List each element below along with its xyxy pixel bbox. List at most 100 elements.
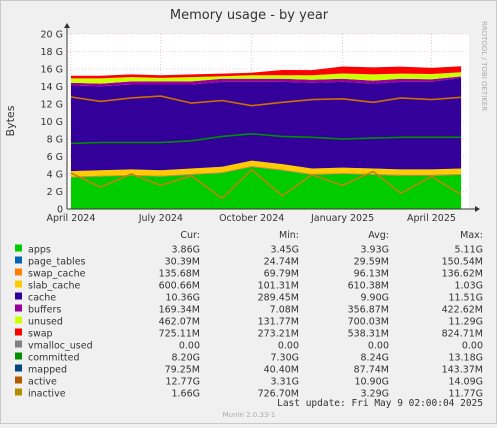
legend-header-cur: Cur: — [180, 230, 200, 241]
x-tick-label: April 2025 — [407, 213, 456, 224]
x-tick-labels: April 2024 July 2024 October 2024 January 2… — [46, 213, 455, 224]
y-axis-label: Bytes — [4, 105, 17, 136]
y-tick-labels: 0 2 G 4 G 6 G 8 G 10 G 12 G 14 G 16 G 18 G 20 G — [41, 30, 63, 216]
y-tick-label: 10 G — [41, 117, 63, 128]
y-axis-arrow — [64, 23, 70, 28]
area-swap — [71, 66, 462, 79]
legend-name: page_tables — [28, 257, 86, 268]
legend-row: apps 3.86G 3.45G 3.93G 5.11G — [15, 244, 483, 256]
y-tick-label: 18 G — [41, 47, 63, 58]
legend-avg: 10.90G — [354, 377, 389, 388]
x-tick-label: April 2024 — [46, 213, 95, 224]
y-tick-label: 14 G — [41, 82, 63, 93]
legend-swatch — [15, 256, 22, 264]
legend-swatch — [15, 388, 22, 396]
legend-cur: 30.39M — [165, 257, 200, 268]
x-tick-label: July 2024 — [138, 213, 183, 224]
legend-swatch — [15, 244, 22, 252]
stacked-areas — [71, 66, 462, 209]
legend-row: vmalloc_used 0.00 0.00 0.00 0.00 — [15, 340, 483, 352]
legend-row: committed 8.20G 7.30G 8.24G 13.18G — [15, 352, 483, 364]
legend-name: unused — [28, 317, 63, 328]
last-update: Last update: Fri May 9 02:00:04 2025 — [277, 398, 483, 409]
legend-max: 136.62M — [442, 269, 483, 280]
legend-min: 289.45M — [258, 293, 299, 304]
legend-row: inactive 1.66G 726.70M 3.29G 11.77G — [15, 388, 483, 400]
legend-swatch — [15, 340, 22, 348]
legend-avg: 87.74M — [354, 365, 389, 376]
legend-min: 7.08M — [270, 305, 299, 316]
legend-swatch — [15, 280, 22, 288]
legend-avg: 3.29G — [360, 389, 389, 400]
legend-name: apps — [28, 245, 51, 256]
area-unused — [71, 72, 462, 84]
legend-name: active — [28, 377, 57, 388]
legend-avg: 3.93G — [360, 245, 389, 256]
legend-swatch — [15, 304, 22, 312]
line-series — [70, 95, 462, 200]
legend-cur: 3.86G — [171, 245, 200, 256]
legend-max: 824.71M — [442, 329, 483, 340]
legend-name: swap_cache — [28, 269, 86, 280]
legend-row: page_tables 30.39M 24.74M 29.59M 150.54M — [15, 256, 483, 268]
y-tick-label: 0 — [57, 205, 63, 216]
legend-row: swap 725.11M 273.21M 538.31M 824.71M — [15, 328, 483, 340]
x-tick-label: October 2024 — [219, 213, 284, 224]
legend-swatch — [15, 352, 22, 360]
y-tick-label: 12 G — [41, 100, 63, 111]
legend-avg: 96.13M — [354, 269, 389, 280]
legend-name: mapped — [28, 365, 67, 376]
legend-min: 24.74M — [264, 257, 299, 268]
axes — [64, 23, 480, 212]
legend-cur: 0.00 — [179, 341, 200, 352]
legend-cur: 12.77G — [165, 377, 200, 388]
legend-name: committed — [28, 353, 80, 364]
legend-max: 143.37M — [442, 365, 483, 376]
legend-cur: 8.20G — [171, 353, 200, 364]
line-inactive — [70, 168, 462, 200]
area-swap-cache — [71, 165, 462, 178]
legend-row: slab_cache 600.66M 101.31M 610.38M 1.03G — [15, 280, 483, 292]
legend-max: 13.18G — [448, 353, 483, 364]
legend-swatch — [15, 268, 22, 276]
legend-header-min: Min: — [279, 230, 299, 241]
watermark: RRDTOOL / TOBI OETIKER — [480, 21, 488, 111]
legend-rows: apps 3.86G 3.45G 3.93G 5.11G page_tables 30.39… — [15, 244, 483, 400]
legend-avg: 29.59M — [354, 257, 389, 268]
legend-name: slab_cache — [28, 281, 80, 292]
y-tick-label: 6 G — [47, 152, 63, 163]
y-tick-label: 20 G — [41, 30, 63, 41]
legend-min: 7.30G — [270, 353, 299, 364]
legend-min: 40.40M — [264, 365, 299, 376]
legend-cur: 10.36G — [165, 293, 200, 304]
y-tick-label: 8 G — [47, 135, 63, 146]
area-slab-cache — [71, 160, 462, 177]
legend-row: buffers 169.34M 7.08M 356.87M 422.62M — [15, 304, 483, 316]
legend-cur: 135.68M — [159, 269, 200, 280]
legend-max: 422.62M — [442, 305, 483, 316]
y-tick-label: 4 G — [47, 170, 63, 181]
legend-avg: 9.90G — [360, 293, 389, 304]
legend-max: 1.03G — [454, 281, 483, 292]
legend-header-max: Max: — [460, 230, 483, 241]
legend-header-avg: Avg: — [368, 230, 389, 241]
legend-cur: 725.11M — [159, 329, 200, 340]
legend-max: 11.77G — [448, 389, 483, 400]
legend-min: 726.70M — [258, 389, 299, 400]
legend-swatch — [15, 292, 22, 300]
legend-row: mapped 79.25M 40.40M 87.74M 143.37M — [15, 364, 483, 376]
legend-swatch — [15, 316, 22, 324]
legend-name: inactive — [28, 389, 66, 400]
legend-swatch — [15, 364, 22, 372]
legend-cur: 600.66M — [159, 281, 200, 292]
legend-row: swap_cache 135.68M 69.79M 96.13M 136.62M — [15, 268, 483, 280]
legend-min: 0.00 — [278, 341, 299, 352]
y-tick-label: 16 G — [41, 65, 63, 76]
legend-min: 273.21M — [258, 329, 299, 340]
y-tick-label: 2 G — [47, 187, 63, 198]
legend-cur: 462.07M — [159, 317, 200, 328]
legend-avg: 356.87M — [348, 305, 389, 316]
area-buffers — [71, 76, 462, 87]
